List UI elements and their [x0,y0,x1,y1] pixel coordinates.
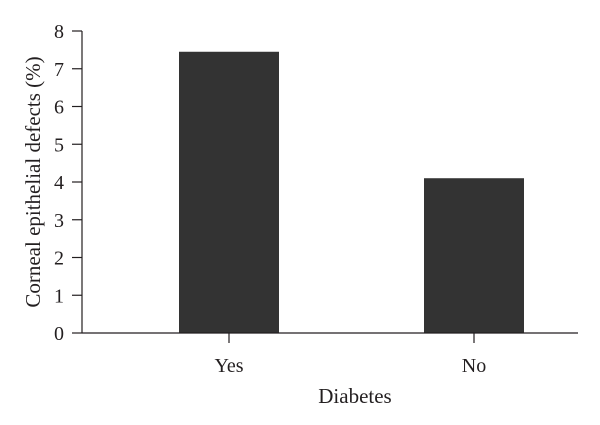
y-tick-label: 5 [54,134,64,156]
bars [179,51,524,333]
y-axis-label: Corneal epithelial defects (%) [21,56,45,307]
y-tick-label: 3 [54,210,64,232]
x-tick-label: No [462,355,486,377]
y-tick-label: 2 [54,248,64,270]
y-tick-label: 7 [54,59,64,81]
bar-yes [179,51,279,333]
y-tick-label: 6 [54,97,64,119]
x-tick-label: Yes [214,355,243,377]
y-axis-ticks: 0 1 2 3 4 5 6 7 8 [54,21,82,345]
x-axis-ticks: Yes No [214,333,486,377]
y-tick-label: 1 [54,285,64,307]
y-tick-label: 8 [54,21,64,43]
bar-no [424,178,524,333]
y-tick-label: 4 [54,172,64,194]
x-axis-label: Diabetes [318,384,391,408]
y-tick-label: 0 [54,323,64,345]
